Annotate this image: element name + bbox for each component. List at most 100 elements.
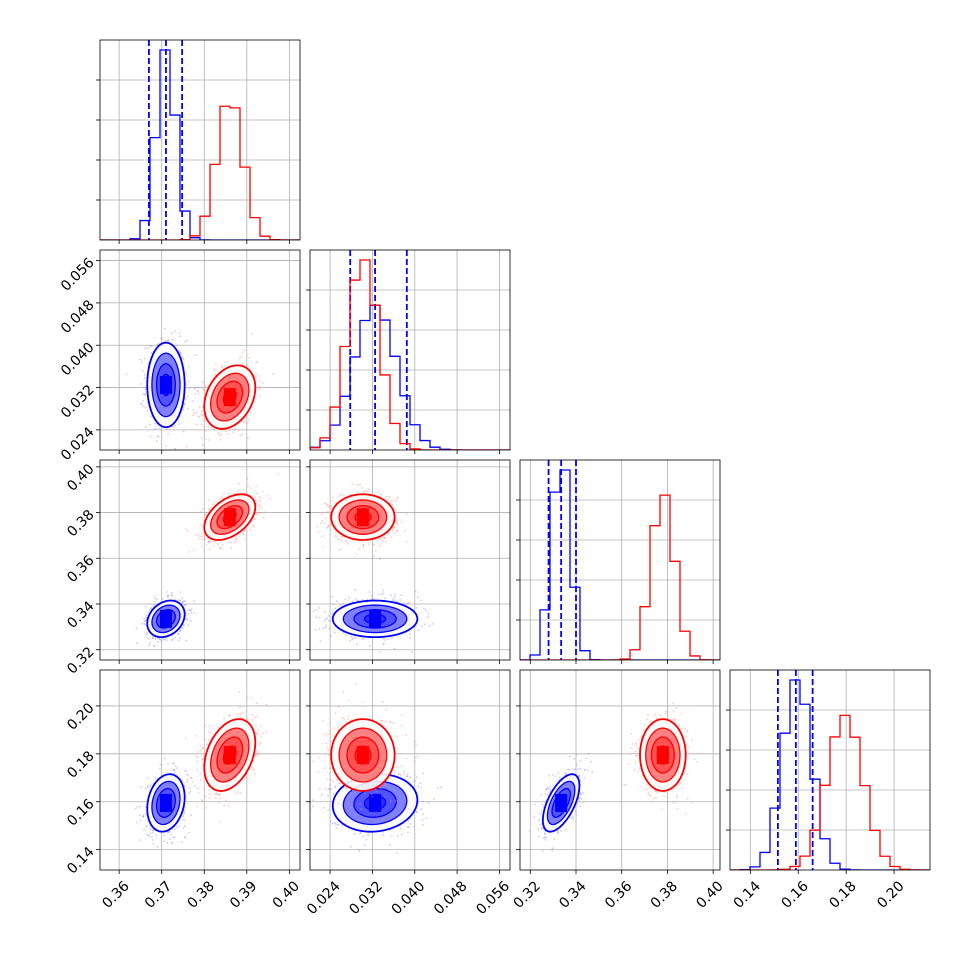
- scatter-point: [259, 395, 261, 398]
- scatter-point: [255, 372, 258, 375]
- scatter-point: [177, 632, 180, 635]
- scatter-point: [140, 361, 143, 364]
- scatter-point: [184, 397, 187, 400]
- scatter-point: [199, 524, 202, 526]
- scatter-point: [340, 548, 343, 550]
- scatter-point: [369, 644, 371, 647]
- scatter-point: [164, 638, 166, 641]
- scatter-point: [184, 785, 186, 787]
- scatter-point: [367, 543, 370, 546]
- scatter-point: [139, 839, 142, 841]
- scatter-point: [144, 425, 147, 428]
- y-tick-label: 0.40: [64, 461, 97, 494]
- scatter-point: [335, 535, 338, 538]
- scatter-point: [212, 544, 215, 547]
- scatter-point: [260, 511, 262, 514]
- scatter-point: [254, 400, 257, 403]
- scatter-point: [392, 599, 394, 602]
- scatter-point: [151, 829, 154, 832]
- scatter-point: [260, 497, 263, 500]
- scatter-point: [333, 502, 335, 504]
- scatter-point: [241, 352, 244, 355]
- scatter-point: [161, 337, 163, 339]
- scatter-point: [207, 439, 210, 441]
- scatter-point: [229, 541, 232, 544]
- scatter-point: [396, 635, 399, 637]
- scatter-point: [171, 841, 174, 844]
- scatter-point: [164, 339, 167, 342]
- scatter-point: [200, 535, 203, 538]
- scatter-point: [144, 393, 147, 395]
- scatter-point: [152, 636, 154, 639]
- scatter-point: [321, 519, 323, 522]
- scatter-point: [243, 421, 246, 424]
- scatter-point: [408, 637, 411, 640]
- panel-content: [310, 250, 510, 450]
- scatter-point: [144, 388, 147, 391]
- scatter-point: [140, 402, 143, 405]
- scatter-point: [153, 595, 156, 597]
- scatter-point: [396, 496, 398, 499]
- scatter-point: [208, 508, 211, 511]
- scatter-point: [404, 529, 407, 532]
- scatter-point: [180, 602, 183, 605]
- scatter-point: [181, 597, 184, 599]
- scatter-point: [250, 767, 253, 769]
- scatter-point: [174, 447, 176, 450]
- scatter-point: [163, 757, 166, 759]
- scatter-point: [432, 622, 434, 625]
- scatter-point: [162, 638, 165, 641]
- scatter-point: [258, 388, 261, 391]
- scatter-point: [321, 513, 324, 516]
- scatter-point: [183, 812, 186, 814]
- scatter-point: [181, 408, 184, 411]
- scatter-point: [232, 431, 235, 434]
- scatter-point: [241, 433, 244, 436]
- scatter-point: [350, 635, 352, 638]
- scatter-point: [341, 537, 344, 539]
- scatter-point: [202, 747, 205, 749]
- scatter-point: [258, 511, 261, 514]
- scatter-point: [172, 768, 175, 771]
- scatter-point: [168, 838, 171, 840]
- scatter-point: [332, 496, 334, 499]
- scatter-point: [328, 627, 331, 630]
- scatter-point: [154, 600, 157, 603]
- scatter-point: [197, 537, 200, 540]
- scatter-point: [178, 423, 180, 425]
- scatter-point: [407, 602, 410, 605]
- scatter-point: [379, 493, 382, 495]
- scatter-point: [192, 549, 195, 552]
- scatter-point: [400, 594, 403, 596]
- scatter-point: [139, 819, 142, 822]
- scatter-point: [202, 388, 204, 391]
- scatter-point: [353, 636, 356, 639]
- scatter-point: [256, 360, 259, 363]
- scatter-point: [140, 786, 142, 788]
- scatter-point: [187, 609, 190, 612]
- scatter-point: [167, 339, 170, 342]
- scatter-point: [362, 544, 365, 546]
- scatter-point: [149, 423, 151, 426]
- scatter-point: [234, 427, 237, 430]
- scatter-point: [204, 538, 206, 541]
- density-core: [223, 388, 236, 407]
- scatter-point: [208, 540, 211, 543]
- scatter-point: [368, 591, 371, 593]
- scatter-point: [207, 425, 210, 428]
- scatter-panel-2-0: 0.320.340.360.380.40: [64, 459, 301, 677]
- scatter-point: [181, 355, 183, 358]
- scatter-point: [196, 411, 198, 414]
- scatter-point: [142, 399, 144, 402]
- scatter-point: [415, 606, 418, 609]
- scatter-point: [221, 429, 224, 432]
- scatter-point: [425, 609, 427, 612]
- scatter-point: [302, 534, 304, 536]
- scatter-point: [256, 750, 259, 753]
- scatter-point: [172, 338, 174, 341]
- scatter-point: [259, 505, 262, 507]
- scatter-point: [359, 483, 362, 486]
- scatter-point: [328, 524, 331, 527]
- scatter-point: [255, 733, 258, 736]
